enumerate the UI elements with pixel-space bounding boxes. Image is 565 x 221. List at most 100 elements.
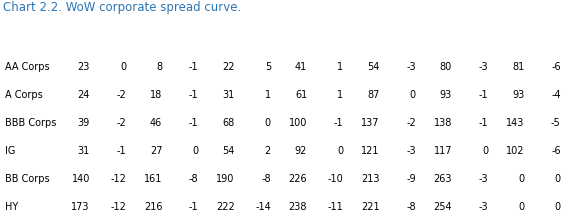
Text: BB Corps: BB Corps (5, 174, 49, 184)
Text: -1: -1 (479, 90, 488, 100)
Text: 221: 221 (361, 202, 380, 212)
Text: 137: 137 (361, 118, 380, 128)
Text: -6: -6 (551, 146, 560, 156)
Text: -2: -2 (116, 90, 126, 100)
Text: 173: 173 (71, 202, 90, 212)
Text: 27: 27 (150, 146, 162, 156)
Text: 213: 213 (361, 174, 380, 184)
Text: 81: 81 (512, 62, 524, 72)
Text: 1-3 year: 1-3 year (146, 21, 187, 31)
Text: 46: 46 (150, 118, 162, 128)
Text: -1: -1 (189, 90, 198, 100)
Text: -2: -2 (116, 118, 126, 128)
Text: -3: -3 (479, 202, 488, 212)
Text: 263: 263 (433, 174, 452, 184)
Text: 22: 22 (222, 62, 234, 72)
Text: 0: 0 (120, 62, 126, 72)
Text: 254: 254 (433, 202, 452, 212)
Text: -5: -5 (551, 118, 560, 128)
Text: -1: -1 (189, 118, 198, 128)
Text: 2: 2 (264, 146, 271, 156)
Text: 1: 1 (337, 62, 344, 72)
Text: 39: 39 (77, 118, 90, 128)
Text: 54: 54 (367, 62, 380, 72)
Text: 0: 0 (265, 118, 271, 128)
Text: 93: 93 (440, 90, 452, 100)
Text: -8: -8 (262, 174, 271, 184)
Text: 1: 1 (265, 90, 271, 100)
Text: WoW: WoW (390, 40, 414, 50)
Text: Bps: Bps (502, 40, 520, 50)
Text: 226: 226 (289, 174, 307, 184)
Text: 80: 80 (440, 62, 452, 72)
Text: -3: -3 (406, 62, 416, 72)
Text: WoW: WoW (245, 40, 270, 50)
Text: 190: 190 (216, 174, 234, 184)
Text: 20+ year: 20+ year (506, 21, 551, 31)
Text: Chart 2.2. WoW corporate spread curve.: Chart 2.2. WoW corporate spread curve. (3, 1, 241, 14)
Text: 0: 0 (518, 174, 524, 184)
Text: WoW: WoW (462, 40, 486, 50)
Text: 23: 23 (77, 62, 90, 72)
Text: -6: -6 (551, 62, 560, 72)
Text: A Corps: A Corps (5, 90, 42, 100)
Text: 8: 8 (156, 62, 162, 72)
Text: 68: 68 (223, 118, 234, 128)
Text: 102: 102 (506, 146, 524, 156)
Text: Bps: Bps (357, 40, 375, 50)
Text: 0: 0 (554, 202, 560, 212)
Text: 11-20 year: 11-20 year (430, 21, 483, 31)
Text: 61: 61 (295, 90, 307, 100)
Text: 100: 100 (289, 118, 307, 128)
Text: 18: 18 (150, 90, 162, 100)
Text: AA Corps: AA Corps (5, 62, 49, 72)
Text: HY: HY (5, 202, 18, 212)
Text: -14: -14 (255, 202, 271, 212)
Text: -12: -12 (110, 174, 126, 184)
Text: 24: 24 (77, 90, 90, 100)
Text: 3-5 year: 3-5 year (219, 21, 259, 31)
Text: WoW: WoW (318, 40, 342, 50)
Text: 0: 0 (337, 146, 344, 156)
Text: -8: -8 (406, 202, 416, 212)
Text: 7-11 year: 7-11 year (360, 21, 407, 31)
Text: -1: -1 (479, 118, 488, 128)
Text: 222: 222 (216, 202, 234, 212)
Text: -12: -12 (110, 202, 126, 212)
Text: 161: 161 (144, 174, 162, 184)
Text: 93: 93 (512, 90, 524, 100)
Text: 54: 54 (223, 146, 234, 156)
Text: Bps: Bps (429, 40, 447, 50)
Text: Bps: Bps (67, 40, 85, 50)
Text: 117: 117 (433, 146, 452, 156)
Text: 41: 41 (295, 62, 307, 72)
Text: WoW: WoW (534, 40, 559, 50)
Text: BBB Corps: BBB Corps (5, 118, 56, 128)
Text: 0: 0 (518, 202, 524, 212)
Text: 31: 31 (77, 146, 90, 156)
Text: 1: 1 (337, 90, 344, 100)
Text: -9: -9 (406, 174, 416, 184)
Text: IG: IG (5, 146, 15, 156)
Text: 5-7 year: 5-7 year (291, 21, 332, 31)
Text: 0: 0 (193, 146, 198, 156)
Text: 138: 138 (433, 118, 452, 128)
Text: -3: -3 (406, 146, 416, 156)
Text: -3: -3 (479, 174, 488, 184)
Text: 0: 0 (410, 90, 416, 100)
Text: -1: -1 (189, 202, 198, 212)
Text: 0-1 year: 0-1 year (74, 21, 115, 31)
Text: Bps: Bps (212, 40, 230, 50)
Text: 31: 31 (223, 90, 234, 100)
Text: Bps: Bps (140, 40, 158, 50)
Text: -10: -10 (328, 174, 344, 184)
Text: 0: 0 (482, 146, 488, 156)
Text: Bps: Bps (284, 40, 302, 50)
Text: 216: 216 (144, 202, 162, 212)
Text: -1: -1 (334, 118, 344, 128)
Text: -8: -8 (189, 174, 198, 184)
Text: -1: -1 (189, 62, 198, 72)
Text: 0: 0 (554, 174, 560, 184)
Text: 5: 5 (264, 62, 271, 72)
Text: -4: -4 (551, 90, 560, 100)
